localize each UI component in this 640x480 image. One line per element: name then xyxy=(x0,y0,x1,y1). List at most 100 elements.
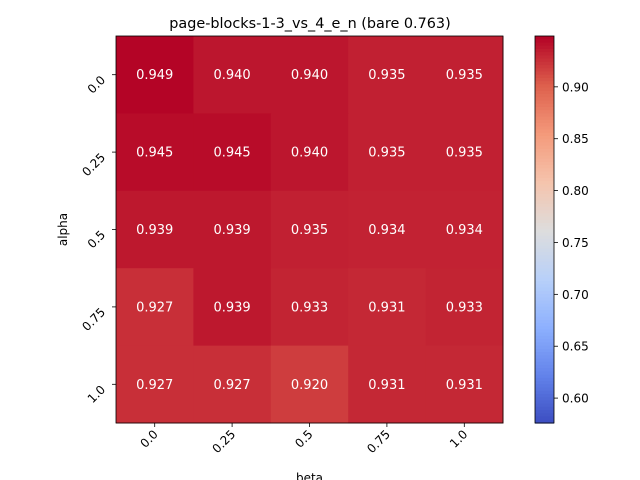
colorbar-segment xyxy=(535,148,554,153)
heatmap-cell xyxy=(425,113,504,192)
cell-value-label: 0.931 xyxy=(446,378,483,393)
colorbar-segment xyxy=(535,39,554,44)
cell-value-label: 0.927 xyxy=(213,378,250,393)
colorbar-segment xyxy=(535,397,554,402)
colorbar-segment xyxy=(535,381,554,385)
cell-value-label: 0.940 xyxy=(291,68,328,83)
heatmap-cell xyxy=(348,190,427,269)
colorbar-segment xyxy=(535,74,554,79)
colorbar-segment xyxy=(535,68,554,73)
y-tick-label: 1.0 xyxy=(85,383,108,406)
colorbar-segment xyxy=(535,52,554,56)
colorbar-segment xyxy=(535,129,554,134)
x-axis: 0.0 0.25 0.5 0.75 1.0 xyxy=(137,423,470,456)
colorbar-segment xyxy=(535,155,554,160)
colorbar-segment xyxy=(535,142,554,147)
heatmap-cell xyxy=(270,345,349,424)
colorbar-tick-label: 0.60 xyxy=(562,392,589,406)
colorbar-segment xyxy=(535,84,554,89)
colorbar-segment xyxy=(535,403,554,408)
colorbar-segment xyxy=(535,152,554,156)
colorbar-segment xyxy=(535,352,554,356)
colorbar-segment xyxy=(535,371,554,376)
colorbar-segment xyxy=(535,252,554,256)
colorbar-segment xyxy=(535,261,554,266)
colorbar-segment xyxy=(535,242,554,247)
cell-value-label: 0.935 xyxy=(446,68,483,83)
cell-value-label: 0.949 xyxy=(136,68,173,83)
cell-value-label: 0.933 xyxy=(446,300,483,315)
cell-value-label: 0.935 xyxy=(368,146,405,161)
colorbar-segment xyxy=(535,339,554,343)
colorbar-segment xyxy=(535,377,554,382)
colorbar-tick-label: 0.70 xyxy=(562,288,589,302)
cell-value-label: 0.945 xyxy=(213,146,250,161)
colorbar-segment xyxy=(535,313,554,318)
colorbar-tick-label: 0.65 xyxy=(562,340,589,354)
colorbar-segment xyxy=(535,174,554,179)
colorbar: 0.60 0.65 0.70 0.75 0.80 0.85 0.90 xyxy=(534,35,589,424)
colorbar-segment xyxy=(535,332,554,337)
x-tick-label: 0.0 xyxy=(137,427,160,450)
colorbar-segment xyxy=(535,213,554,218)
colorbar-segment xyxy=(535,203,554,208)
heatmap-cell xyxy=(270,190,349,269)
heatmap-cell xyxy=(116,268,194,347)
colorbar-tick-label: 0.90 xyxy=(562,80,589,94)
colorbar-segment xyxy=(535,106,554,111)
colorbar-segment xyxy=(535,187,554,192)
heatmap-cell xyxy=(348,345,427,424)
colorbar-segment xyxy=(535,358,554,363)
heatmap-cell xyxy=(116,113,194,192)
cell-value-label: 0.933 xyxy=(291,300,328,315)
heatmap-cell xyxy=(348,36,427,114)
colorbar-segment xyxy=(535,181,554,185)
colorbar-segment xyxy=(535,132,554,137)
colorbar-segment xyxy=(535,255,554,260)
colorbar-segment xyxy=(535,306,554,311)
colorbar-segment xyxy=(535,139,554,144)
heatmap-cell xyxy=(270,36,349,114)
colorbar-segment xyxy=(535,206,554,211)
cell-value-label: 0.934 xyxy=(446,223,483,238)
colorbar-segment xyxy=(535,232,554,237)
cell-value-label: 0.945 xyxy=(136,146,173,161)
cell-value-label: 0.939 xyxy=(136,223,173,238)
colorbar-segment xyxy=(535,123,554,127)
chart-title: page-blocks-1-3_vs_4_e_n (bare 0.763) xyxy=(169,16,450,32)
colorbar-segment xyxy=(535,194,554,198)
cell-value-label: 0.920 xyxy=(291,378,328,393)
colorbar-segment xyxy=(535,277,554,282)
y-tick-label: 0.75 xyxy=(79,305,108,334)
y-tick-label: 0.25 xyxy=(79,150,108,179)
colorbar-segment xyxy=(535,200,554,205)
colorbar-segment xyxy=(535,393,554,398)
cell-value-label: 0.931 xyxy=(368,378,405,393)
colorbar-segment xyxy=(535,319,554,324)
colorbar-segment xyxy=(535,294,554,298)
colorbar-segment xyxy=(535,190,554,195)
cell-labels: 0.949 0.940 0.940 0.935 0.935 0.945 0.945 0.940… xyxy=(136,68,483,393)
colorbar-segment xyxy=(535,219,554,224)
cell-value-label: 0.935 xyxy=(291,223,328,238)
colorbar-segment xyxy=(535,258,554,263)
colorbar-segment xyxy=(535,316,554,321)
colorbar-frame xyxy=(534,35,555,424)
colorbar-segment xyxy=(535,368,554,372)
colorbar-segment xyxy=(535,348,554,353)
colorbar-segment xyxy=(535,77,554,82)
colorbar-segment xyxy=(535,345,554,350)
colorbar-segment xyxy=(535,158,554,163)
colorbar-segment xyxy=(535,110,554,114)
x-tick-label: 0.5 xyxy=(292,427,315,450)
heatmap-cell xyxy=(270,268,349,347)
colorbar-segment xyxy=(535,374,554,379)
colorbar-tick-label: 0.80 xyxy=(562,184,589,198)
colorbar-segment xyxy=(535,58,554,63)
heatmap-cell xyxy=(348,113,427,192)
cell-value-label: 0.940 xyxy=(213,68,250,83)
colorbar-segment xyxy=(535,135,554,140)
heatmap-cell xyxy=(193,268,272,347)
colorbar-segment xyxy=(535,171,554,176)
y-axis: 0.0 0.25 0.5 0.75 1.0 xyxy=(79,73,116,406)
